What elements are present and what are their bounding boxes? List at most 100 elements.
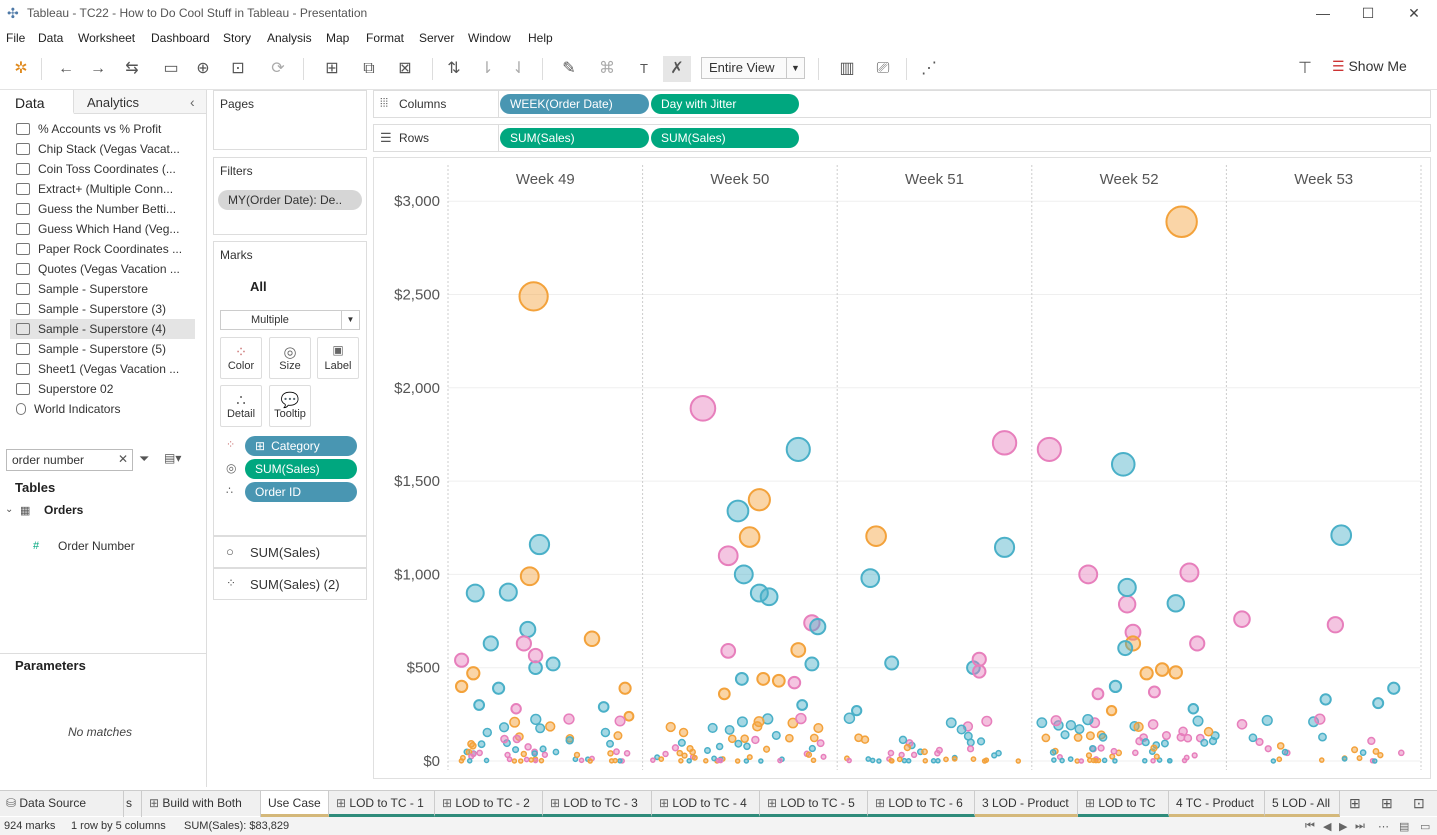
filter-pill[interactable]: MY(Order Date): De.. bbox=[218, 190, 362, 210]
minimize-button[interactable]: — bbox=[1316, 5, 1330, 21]
tab-s[interactable]: s bbox=[124, 791, 142, 817]
datasource-item[interactable]: Sample - Superstore bbox=[10, 279, 195, 299]
marks-all-label[interactable]: All bbox=[250, 279, 267, 294]
tab-data[interactable]: Data bbox=[0, 90, 74, 114]
menu-analysis[interactable]: Analysis bbox=[267, 31, 312, 45]
clear-search-icon[interactable]: ✕ bbox=[118, 452, 129, 466]
tab-lod-tc-5[interactable]: ⊞ LOD to TC - 5 bbox=[760, 791, 868, 817]
collapse-pane-icon[interactable]: ‹ bbox=[190, 94, 195, 110]
close-button[interactable]: ✕ bbox=[1408, 5, 1420, 21]
nav-first-icon[interactable]: ⏮ bbox=[1305, 820, 1315, 832]
tab-3-lod-product[interactable]: 3 LOD - Product bbox=[975, 791, 1078, 817]
new-dashboard-icon[interactable]: ⊞ bbox=[1381, 795, 1393, 811]
pin-icon[interactable]: ⊤ bbox=[1298, 60, 1312, 77]
tab-build-with-both[interactable]: ⊞ Build with Both bbox=[142, 791, 261, 817]
datasource-item[interactable]: Extract+ (Multiple Conn... bbox=[10, 179, 195, 199]
tab-list-icon[interactable]: ▭ bbox=[1420, 821, 1431, 833]
menu-format[interactable]: Format bbox=[366, 31, 405, 45]
share-icon[interactable]: ⋰ bbox=[921, 60, 937, 77]
menu-map[interactable]: Map bbox=[326, 31, 350, 45]
nav-last-icon[interactable]: ⏭ bbox=[1355, 820, 1365, 832]
rows-shelf[interactable]: ☰ Rows SUM(Sales) SUM(Sales) bbox=[373, 124, 1431, 152]
datasource-item[interactable]: Guess the Number Betti... bbox=[10, 199, 195, 219]
datasource-item[interactable]: Paper Rock Coordinates ... bbox=[10, 239, 195, 259]
replay-icon[interactable]: ⇆ bbox=[125, 60, 139, 77]
datasource-item[interactable]: % Accounts vs % Profit bbox=[10, 119, 195, 139]
menu-worksheet[interactable]: Worksheet bbox=[78, 31, 136, 45]
datasource-item[interactable]: Chip Stack (Vegas Vacat... bbox=[10, 139, 195, 159]
sort-descending-icon[interactable]: ⇃ bbox=[512, 60, 526, 77]
size-button[interactable]: ◎ Size bbox=[269, 337, 311, 379]
measure-tab-2[interactable]: ⁘ SUM(Sales) (2) bbox=[213, 568, 367, 600]
columns-shelf[interactable]: ⦙⦙⦙ Columns WEEK(Order Date) Day with Ji… bbox=[373, 90, 1431, 118]
viz-area[interactable]: $3,000 $2,500 $2,000 $1,500 $1,000 $500 $0 Week… bbox=[373, 157, 1431, 779]
tab-use-case[interactable]: Use Case bbox=[261, 791, 329, 817]
new-worksheet-icon[interactable]: ⊞ bbox=[325, 60, 339, 77]
datasource-item[interactable]: World Indicators bbox=[10, 399, 195, 419]
sum-sales-pill-1[interactable]: SUM(Sales) bbox=[500, 128, 649, 148]
expand-icon[interactable]: ⌄ bbox=[5, 504, 14, 515]
redo-icon[interactable]: → bbox=[90, 60, 106, 77]
fix-axes-icon[interactable]: ✗ bbox=[663, 56, 691, 82]
order-id-pill[interactable]: Order ID bbox=[245, 482, 357, 502]
datasource-item[interactable]: Superstore 02 bbox=[10, 379, 195, 399]
clear-sheet-icon[interactable]: ⊠ bbox=[398, 60, 412, 77]
tab-grid-icon[interactable]: ⋯ bbox=[1378, 821, 1389, 833]
menu-data[interactable]: Data bbox=[38, 31, 64, 45]
menu-help[interactable]: Help bbox=[528, 31, 553, 45]
group-icon[interactable]: ⌘ bbox=[599, 60, 615, 77]
nav-next-icon[interactable]: ▶ bbox=[1339, 821, 1348, 833]
search-input[interactable]: order number bbox=[6, 449, 133, 471]
datasource-item[interactable]: Sample - Superstore (4) bbox=[10, 319, 195, 339]
menu-window[interactable]: Window bbox=[468, 31, 511, 45]
sort-ascending-icon[interactable]: ⇂ bbox=[480, 60, 494, 77]
menu-story[interactable]: Story bbox=[223, 31, 252, 45]
presentation-mode-icon[interactable]: ⎚ bbox=[876, 60, 890, 77]
tab-lod-to-tc[interactable]: ⊞ LOD to TC bbox=[1078, 791, 1169, 817]
tab-4-tc-product[interactable]: 4 TC - Product bbox=[1169, 791, 1265, 817]
mark-type-select[interactable]: Multiple ▼ bbox=[220, 310, 360, 330]
tab-lod-tc-3[interactable]: ⊞ LOD to TC - 3 bbox=[543, 791, 652, 817]
menu-file[interactable]: File bbox=[6, 31, 26, 45]
maximize-button[interactable]: ☐ bbox=[1361, 5, 1375, 21]
menu-server[interactable]: Server bbox=[419, 31, 455, 45]
filter-icon[interactable]: ⏷ bbox=[139, 451, 150, 466]
tab-lod-tc-2[interactable]: ⊞ LOD to TC - 2 bbox=[435, 791, 543, 817]
category-pill[interactable]: ⊞ Category bbox=[245, 436, 357, 456]
tooltip-button[interactable]: 💬 Tooltip bbox=[269, 385, 311, 427]
tab-analytics[interactable]: Analytics bbox=[74, 90, 206, 114]
new-worksheet-icon[interactable]: ⊞ bbox=[1349, 795, 1361, 811]
datasource-item[interactable]: Quotes (Vegas Vacation ... bbox=[10, 259, 195, 279]
tab-5-lod-all[interactable]: 5 LOD - All bbox=[1265, 791, 1340, 817]
filters-card[interactable]: Filters MY(Order Date): De.. bbox=[213, 157, 367, 235]
detail-button[interactable]: ∴ Detail bbox=[220, 385, 262, 427]
undo-icon[interactable]: ← bbox=[58, 60, 74, 77]
new-story-icon[interactable]: ⊡ bbox=[1413, 795, 1425, 811]
highlight-icon[interactable]: ✎ bbox=[562, 60, 576, 77]
refresh-icon[interactable]: ⟳ bbox=[271, 60, 285, 77]
menu-dashboard[interactable]: Dashboard bbox=[151, 31, 210, 45]
field-order-number[interactable]: Order Number bbox=[58, 539, 135, 553]
show-labels-icon[interactable]: T bbox=[640, 61, 648, 76]
scatter-chart[interactable]: $3,000 $2,500 $2,000 $1,500 $1,000 $500 $0 Week… bbox=[374, 158, 1432, 780]
datasource-item[interactable]: Guess Which Hand (Veg... bbox=[10, 219, 195, 239]
tab-lod-tc-4[interactable]: ⊞ LOD to TC - 4 bbox=[652, 791, 760, 817]
tableau-start-icon[interactable]: ✲ bbox=[14, 60, 28, 77]
datasource-item[interactable]: Coin Toss Coordinates (... bbox=[10, 159, 195, 179]
tab-lod-tc-1[interactable]: ⊞ LOD to TC - 1 bbox=[329, 791, 435, 817]
datasource-item[interactable]: Sample - Superstore (5) bbox=[10, 339, 195, 359]
label-button[interactable]: ▣ Label bbox=[317, 337, 359, 379]
list-view-icon[interactable]: ▤▾ bbox=[164, 451, 182, 465]
table-orders[interactable]: Orders bbox=[44, 503, 84, 517]
nav-prev-icon[interactable]: ◀ bbox=[1323, 821, 1332, 833]
tab-lod-tc-6[interactable]: ⊞ LOD to TC - 6 bbox=[868, 791, 975, 817]
filmstrip-icon[interactable]: ▤ bbox=[1399, 821, 1410, 833]
save-icon[interactable]: ▭ bbox=[163, 60, 179, 77]
week-order-date-pill[interactable]: WEEK(Order Date) bbox=[500, 94, 649, 114]
color-button[interactable]: ⁘ Color bbox=[220, 337, 262, 379]
pages-card[interactable]: Pages bbox=[213, 90, 367, 150]
swap-icon[interactable]: ⇅ bbox=[447, 60, 461, 77]
datasource-item[interactable]: Sheet1 (Vegas Vacation ... bbox=[10, 359, 195, 379]
datasource-item[interactable]: Sample - Superstore (3) bbox=[10, 299, 195, 319]
sum-sales-pill-2[interactable]: SUM(Sales) bbox=[651, 128, 799, 148]
